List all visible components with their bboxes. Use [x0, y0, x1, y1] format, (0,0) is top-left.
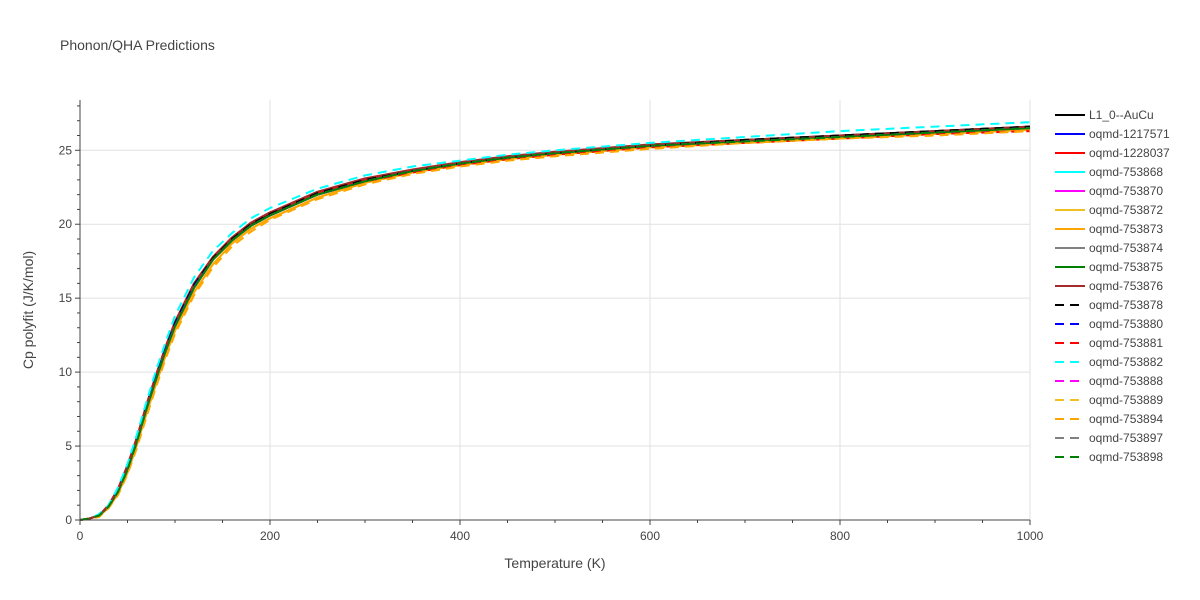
legend-label: oqmd-753897	[1089, 431, 1163, 445]
series-line	[79, 130, 1031, 521]
series-line	[79, 127, 1031, 521]
legend-label: oqmd-753876	[1089, 279, 1163, 293]
y-tick-label: 15	[59, 291, 73, 305]
y-axis-title: Cp polyfit (J/K/mol)	[20, 251, 36, 369]
x-tick-label: 800	[830, 529, 850, 543]
y-tick-label: 25	[59, 143, 73, 157]
legend-label: oqmd-753870	[1089, 184, 1163, 198]
series-line	[79, 127, 1031, 521]
legend-label: oqmd-1228037	[1089, 146, 1170, 160]
series-line	[79, 125, 1031, 521]
legend: L1_0--AuCu oqmd-1217571 oqmd-1228037 oqmd-7…	[1055, 108, 1170, 464]
series-line	[79, 127, 1031, 521]
x-tick-label: 200	[260, 529, 280, 543]
legend-label: oqmd-753894	[1089, 412, 1163, 426]
series-line	[79, 121, 1031, 521]
x-tick-label: 1000	[1017, 529, 1044, 543]
x-tick-label: 0	[77, 529, 84, 543]
grid	[80, 100, 1031, 520]
series-line	[79, 127, 1031, 521]
x-tick-label: 600	[640, 529, 660, 543]
y-tick-label: 0	[65, 513, 72, 527]
legend-label: oqmd-753878	[1089, 298, 1163, 312]
y-tick-label: 20	[59, 217, 73, 231]
x-tick-label: 400	[450, 529, 470, 543]
legend-label: oqmd-753875	[1089, 260, 1163, 274]
legend-label: L1_0--AuCu	[1089, 108, 1154, 122]
y-tick-label: 5	[65, 439, 72, 453]
legend-label: oqmd-753882	[1089, 355, 1163, 369]
legend-label: oqmd-1217571	[1089, 127, 1170, 141]
legend-label: oqmd-753889	[1089, 393, 1163, 407]
x-axis-title: Temperature (K)	[504, 555, 605, 571]
series-line	[79, 125, 1031, 521]
series-line	[79, 127, 1031, 521]
series-line	[79, 125, 1031, 521]
series-line	[79, 127, 1031, 521]
axes: 0 200 400 600 800 1000 0 5 10 15 20 25	[59, 100, 1044, 543]
legend-label: oqmd-753873	[1089, 222, 1163, 236]
series-line	[79, 128, 1031, 521]
y-tick-label: 10	[59, 365, 73, 379]
legend-label: oqmd-753868	[1089, 165, 1163, 179]
series-line	[79, 130, 1031, 521]
legend-label: oqmd-753874	[1089, 241, 1163, 255]
plot-area	[79, 121, 1031, 521]
series-line	[79, 127, 1031, 521]
series-line	[79, 127, 1031, 521]
chart-title: Phonon/QHA Predictions	[60, 37, 215, 53]
series-line	[79, 128, 1031, 521]
legend-label: oqmd-753880	[1089, 317, 1163, 331]
legend-label: oqmd-753888	[1089, 374, 1163, 388]
series-line	[79, 130, 1031, 521]
legend-label: oqmd-753872	[1089, 203, 1163, 217]
legend-label: oqmd-753881	[1089, 336, 1163, 350]
series-line	[79, 127, 1031, 521]
legend-label: oqmd-753898	[1089, 450, 1163, 464]
series-line	[79, 127, 1031, 521]
